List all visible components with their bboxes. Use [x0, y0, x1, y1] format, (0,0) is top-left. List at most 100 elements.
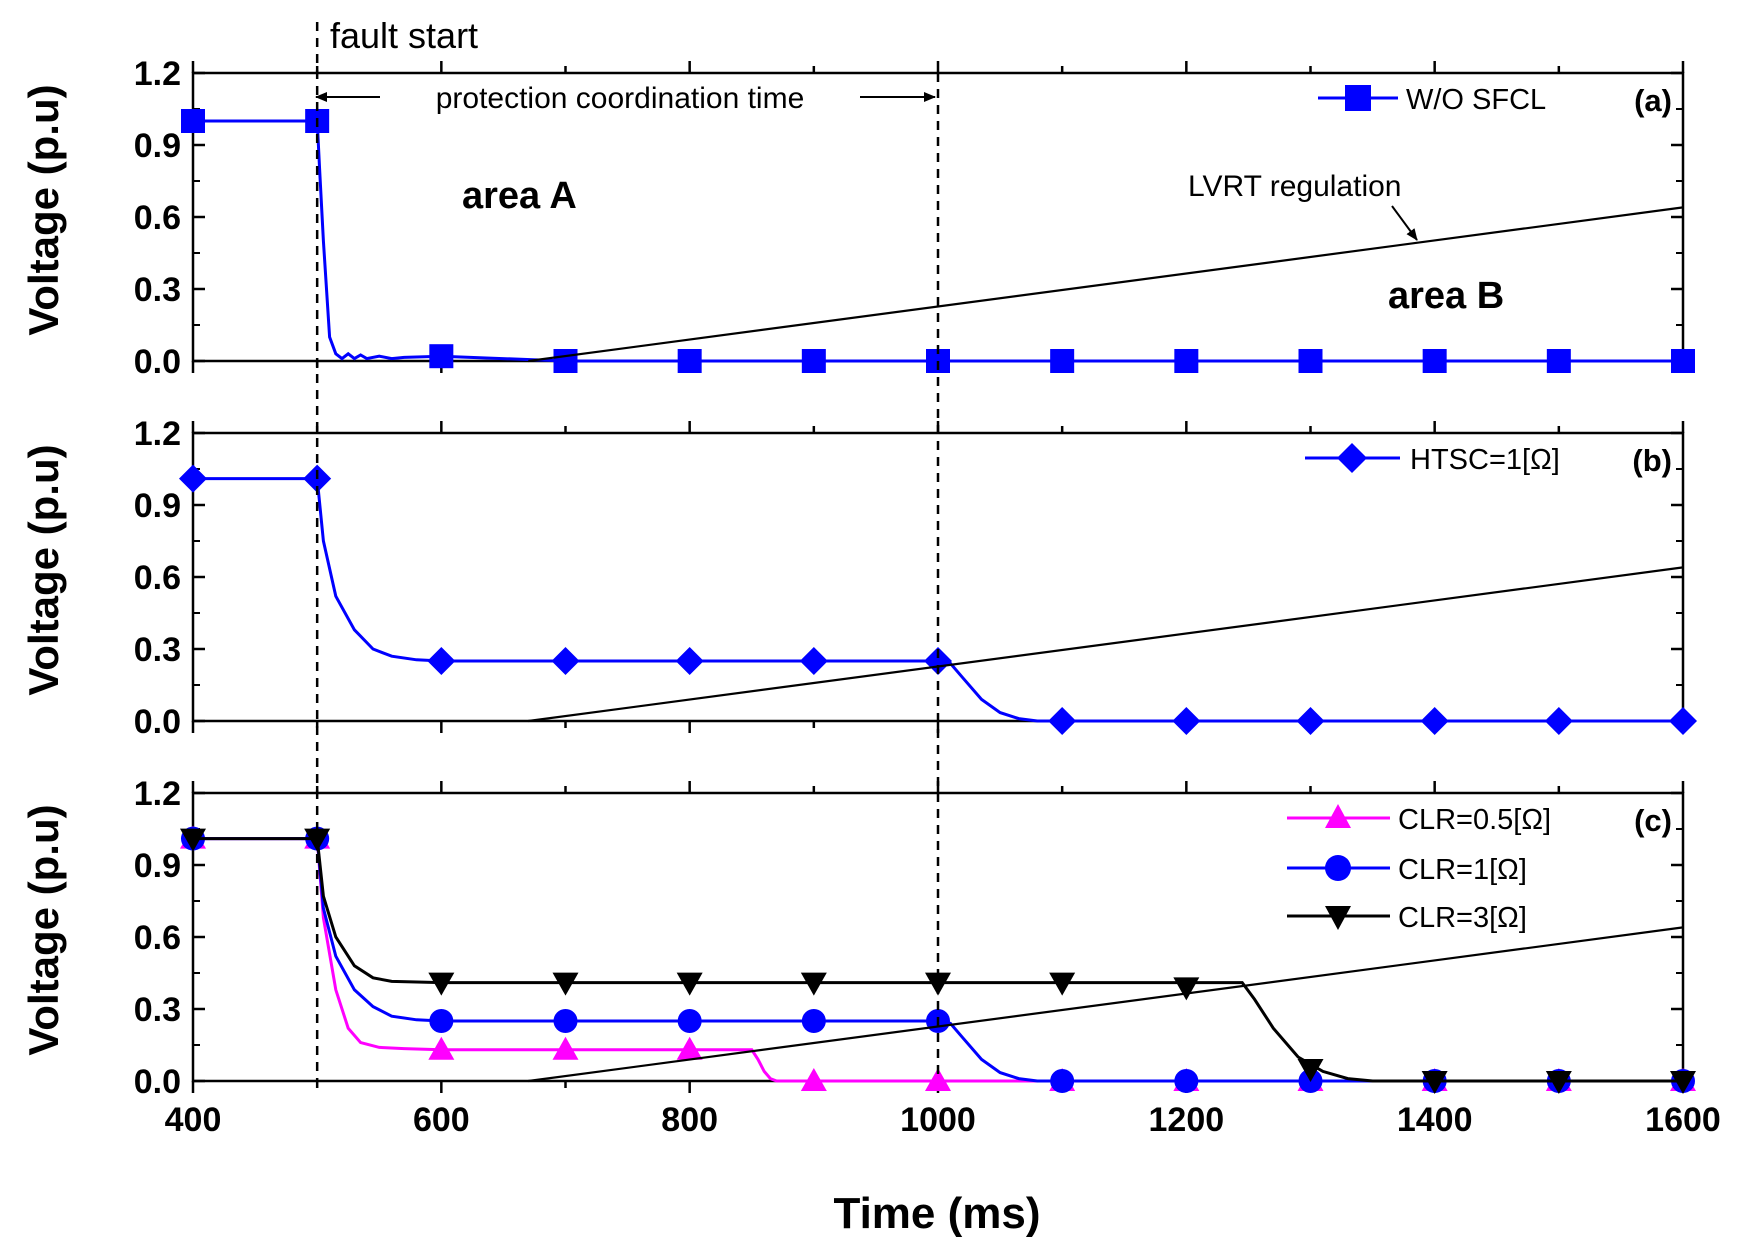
y-tick-label: 0.0: [134, 703, 181, 741]
panel-label-b: (b): [1632, 443, 1672, 478]
series-clr-3-marker: [1297, 1059, 1324, 1082]
x-tick-label: 600: [413, 1101, 470, 1139]
legend-label-htsc: HTSC=1[Ω]: [1410, 444, 1560, 476]
series-w-o-sfcl-marker: [677, 349, 702, 373]
series-clr-3-marker: [1173, 977, 1200, 1001]
series-clr-3-marker: [800, 972, 827, 996]
legend-label-clr-3: CLR=3[Ω]: [1398, 902, 1527, 934]
area-a-label: area A: [462, 175, 577, 217]
series-w-o-sfcl-marker: [801, 349, 826, 373]
y-axis-label-b: Voltage (p.u): [20, 444, 67, 695]
series-clr-1-marker: [429, 1009, 454, 1033]
series-clr-3-marker: [1545, 1071, 1572, 1094]
series-clr-0-5-marker: [925, 1068, 951, 1091]
y-tick-label: 0.3: [134, 271, 181, 309]
series-clr-3-marker: [428, 972, 455, 996]
y-tick-label: 1.2: [134, 775, 181, 813]
y-tick-label: 0.0: [134, 343, 181, 381]
legend-square-marker: [1345, 85, 1371, 111]
series-lvrt-regulation-line: [528, 926, 1684, 1083]
x-tick-label: 400: [165, 1101, 222, 1139]
x-tick-label: 1400: [1397, 1101, 1473, 1139]
y-tick-label: 1.2: [134, 415, 181, 453]
legend-b: HTSC=1[Ω]: [1305, 443, 1560, 476]
series-clr-1-marker: [553, 1009, 578, 1033]
y-tick-label: 0.9: [134, 487, 181, 525]
legend-label-clr-1: CLR=1[Ω]: [1398, 854, 1527, 886]
panel-a: 0.0 0.3 0.6 0.9 1.2: [134, 55, 1695, 381]
legend-a: W/O SFCL: [1318, 84, 1546, 116]
legend-label-clr-05: CLR=0.5[Ω]: [1398, 804, 1551, 836]
y-tick-label: 0.6: [134, 919, 181, 957]
y-tick-label: 0.0: [134, 1063, 181, 1101]
x-tick-label: 1000: [900, 1101, 976, 1139]
series-htsc-1-marker: [1048, 707, 1077, 735]
series-htsc-1-marker: [1420, 707, 1449, 735]
fault-start-label: fault start: [330, 15, 478, 56]
series-w-o-sfcl-marker: [1298, 349, 1323, 373]
x-tick-label: 1600: [1645, 1101, 1721, 1139]
series-htsc-1-marker: [1669, 707, 1697, 735]
series-lvrt-regulation-line: [528, 566, 1684, 723]
series-htsc-1-marker: [1296, 707, 1325, 735]
series-htsc-1-marker: [551, 647, 580, 675]
series-w-o-sfcl-marker: [1671, 349, 1695, 373]
series-clr-3-marker: [180, 828, 206, 852]
series-clr-3-line: [193, 837, 1683, 1083]
y-tick-label: 0.6: [134, 559, 181, 597]
series-htsc-1-marker: [675, 647, 704, 675]
series-clr-1-marker: [1174, 1069, 1199, 1093]
series-clr-1-marker: [1050, 1069, 1075, 1093]
panel-c: 0.0 0.3 0.6 0.9 1.2 400 600 800 1000 1200 1400 1600: [134, 775, 1721, 1139]
legend-triangle-down-marker: [1325, 906, 1351, 930]
y-tick-label: 1.2: [134, 55, 181, 93]
series-clr-0-5-marker: [676, 1036, 703, 1060]
y-tick-label: 0.3: [134, 631, 181, 669]
series-clr-0-5-marker: [552, 1036, 579, 1060]
y-tick-label: 0.6: [134, 199, 181, 237]
legend-c: CLR=0.5[Ω] CLR=1[Ω] CLR=3[Ω]: [1287, 804, 1551, 934]
series-clr-0-5-marker: [800, 1068, 827, 1091]
legend-triangle-up-marker: [1325, 804, 1351, 828]
y-axis-label-c: Voltage (p.u): [20, 804, 67, 1055]
legend-circle-marker: [1325, 855, 1351, 881]
y-tick-label: 0.9: [134, 847, 181, 885]
series-clr-1-marker: [677, 1009, 702, 1033]
series-clr-3-marker: [552, 972, 579, 996]
series-w-o-sfcl-marker: [181, 109, 205, 133]
series-clr-0-5-marker: [428, 1036, 455, 1060]
x-axis-label: Time (ms): [833, 1189, 1040, 1238]
series-clr-3-marker: [1049, 972, 1076, 996]
x-tick-label: 1200: [1149, 1101, 1225, 1139]
series-clr-0-5-line: [193, 837, 1683, 1083]
x-tick-label: 800: [661, 1101, 718, 1139]
series-w-o-sfcl-marker: [1422, 349, 1447, 373]
area-b-label: area B: [1388, 275, 1504, 317]
panel-label-c: (c): [1634, 803, 1672, 838]
series-clr-3-marker: [676, 972, 703, 996]
series-clr-3-marker: [1670, 1071, 1696, 1094]
series-htsc-1-marker: [1172, 707, 1201, 735]
series-w-o-sfcl-marker: [1050, 349, 1075, 373]
series-htsc-1-marker: [1544, 707, 1573, 735]
series-clr-1-marker: [801, 1009, 826, 1033]
series-lvrt-regulation-line: [528, 206, 1684, 363]
y-tick-label: 0.3: [134, 991, 181, 1029]
legend-diamond-marker: [1337, 443, 1367, 473]
series-w-o-sfcl-marker: [1546, 349, 1571, 373]
panel-label-a: (a): [1634, 83, 1672, 118]
y-axis-label-a: Voltage (p.u): [20, 84, 67, 335]
legend-label-wo-sfcl: W/O SFCL: [1406, 84, 1546, 116]
series-w-o-sfcl-marker: [1174, 349, 1199, 373]
series-htsc-1-marker: [427, 647, 456, 675]
series-htsc-1-marker: [799, 647, 828, 675]
lvrt-arrow: [1391, 205, 1418, 241]
series-clr-3-marker: [925, 972, 951, 996]
y-tick-label: 0.9: [134, 127, 181, 165]
series-htsc-1-marker: [179, 464, 207, 493]
series-w-o-sfcl-marker: [553, 349, 578, 373]
protection-time-label: protection coordination time: [436, 82, 805, 115]
series-w-o-sfcl-marker: [429, 344, 454, 369]
series-clr-3-marker: [1421, 1071, 1448, 1094]
